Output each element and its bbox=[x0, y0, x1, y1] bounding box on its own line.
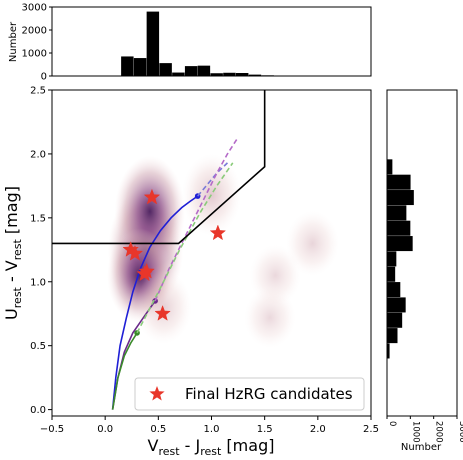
right-histogram-bar bbox=[387, 328, 398, 344]
main-xtick-label: 2.0 bbox=[310, 424, 326, 435]
top-histogram-yticks: 0 1000 2000 3000 bbox=[22, 3, 52, 83]
top-histogram-bar bbox=[121, 56, 134, 76]
main-ytick-label: 0.0 bbox=[30, 405, 46, 416]
right-histogram-xlabel: Number bbox=[401, 442, 442, 453]
track-line bbox=[111, 332, 138, 410]
legend-star-icon bbox=[149, 386, 165, 401]
top-histogram-bar bbox=[197, 65, 211, 76]
track-line bbox=[111, 195, 199, 410]
main-xtick-label: 0.0 bbox=[97, 424, 113, 435]
density-blob bbox=[135, 270, 192, 345]
hzrg-candidate-star bbox=[126, 244, 144, 261]
top-histogram-bars bbox=[121, 11, 300, 77]
right-xtick-label: 0 bbox=[387, 421, 397, 426]
legend: Final HzRG candidates bbox=[134, 377, 365, 411]
selection-boundary bbox=[52, 90, 266, 245]
hzrg-candidate-star bbox=[143, 188, 161, 205]
main-yticks: 0.0 0.5 1.0 1.5 2.0 2.5 bbox=[30, 86, 52, 416]
top-histogram-bar bbox=[248, 74, 262, 76]
right-histogram-bar bbox=[387, 266, 396, 282]
right-histogram-frame bbox=[386, 89, 458, 417]
top-histogram-bar bbox=[210, 73, 223, 76]
density-blob bbox=[244, 287, 296, 348]
right-histogram-bar bbox=[387, 312, 403, 328]
top-histogram-bar bbox=[223, 72, 236, 76]
main-ytick-label: 2.5 bbox=[30, 86, 46, 97]
top-ytick-label: 1000 bbox=[22, 49, 47, 60]
main-xtick-label: 2.5 bbox=[363, 424, 379, 435]
right-histogram-bar bbox=[387, 159, 393, 175]
legend-label: Final HzRG candidates bbox=[185, 385, 353, 403]
evolution-tracks bbox=[111, 136, 239, 410]
right-histogram-xticks: 0 1000 2000 3000 bbox=[386, 416, 463, 443]
hzrg-candidate-star bbox=[136, 265, 153, 282]
right-histogram-bar bbox=[387, 297, 406, 313]
top-histogram-frame bbox=[51, 6, 372, 77]
right-xtick-label: 3000 bbox=[457, 421, 463, 443]
right-xtick-label: 2000 bbox=[434, 421, 444, 443]
density-blob bbox=[286, 210, 339, 276]
top-histogram-bar bbox=[159, 63, 172, 76]
top-histogram-bar bbox=[172, 72, 185, 76]
top-histogram-bar bbox=[133, 58, 147, 76]
right-histogram-bar bbox=[387, 251, 397, 267]
track-dashed-line bbox=[136, 162, 234, 334]
top-ytick-label: 3000 bbox=[22, 3, 47, 14]
right-xtick-label: 1000 bbox=[410, 421, 420, 443]
main-xtick-label: −0.5 bbox=[40, 424, 64, 435]
top-histogram-bar bbox=[184, 66, 198, 76]
main-ytick-label: 1.5 bbox=[30, 213, 46, 224]
main-xtick-label: 0.5 bbox=[150, 424, 166, 435]
right-histogram-bar bbox=[387, 205, 407, 221]
right-histogram-bar bbox=[387, 236, 413, 252]
right-histogram-bars bbox=[387, 159, 414, 359]
top-histogram-bar bbox=[146, 11, 160, 77]
top-ytick-label: 2000 bbox=[22, 26, 47, 37]
top-ytick-label: 0 bbox=[41, 72, 47, 83]
main-panel: −0.5 0.0 0.5 1.0 1.5 2.0 2.5 0.0 0.5 1.0 1.5 2.0 2.… bbox=[2, 86, 379, 459]
legend-star-marker bbox=[149, 386, 165, 401]
hzrg-candidate-stars bbox=[122, 188, 227, 321]
track-dashed-line bbox=[154, 136, 239, 302]
top-histogram-ylabel: Number bbox=[8, 21, 19, 62]
main-ytick-label: 1.0 bbox=[30, 277, 46, 288]
right-histogram-bar bbox=[387, 282, 401, 298]
top-histogram: 0 1000 2000 3000 Number bbox=[8, 3, 372, 83]
hzrg-candidate-star bbox=[209, 224, 227, 241]
right-histogram-bar bbox=[387, 174, 411, 190]
main-ytick-label: 0.5 bbox=[30, 341, 46, 352]
main-xtick-label: 1.5 bbox=[257, 424, 273, 435]
right-histogram-bar bbox=[387, 220, 411, 236]
legend-box bbox=[134, 377, 365, 411]
right-histogram: 0 1000 2000 3000 Number bbox=[386, 89, 463, 453]
track-end-dot bbox=[134, 330, 140, 336]
main-xlabel: Vrest - Jrest [mag] bbox=[148, 436, 275, 458]
right-histogram-bar bbox=[387, 190, 414, 206]
main-ytick-label: 2.0 bbox=[30, 149, 46, 160]
top-histogram-bar bbox=[235, 73, 249, 76]
main-xticks: −0.5 0.0 0.5 1.0 1.5 2.0 2.5 bbox=[40, 416, 379, 435]
main-ylabel: Urest - Vrest [mag] bbox=[2, 186, 24, 320]
hzrg-candidate-star bbox=[154, 305, 171, 321]
right-histogram-bar bbox=[387, 343, 390, 359]
main-xtick-label: 1.0 bbox=[204, 424, 220, 435]
